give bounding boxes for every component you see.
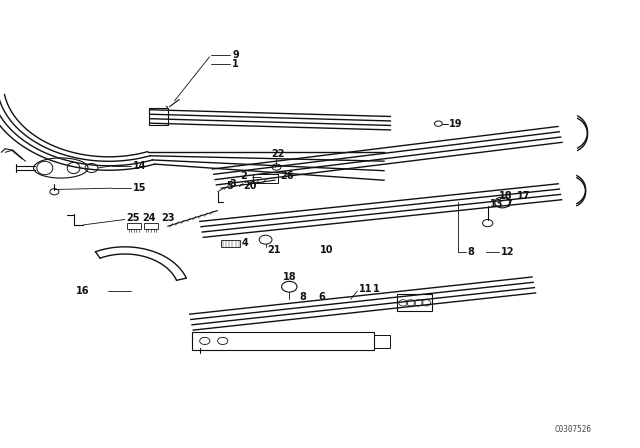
Text: 2: 2 bbox=[241, 171, 248, 181]
Text: 11: 11 bbox=[359, 284, 372, 294]
Text: 17: 17 bbox=[517, 191, 531, 201]
Text: 1: 1 bbox=[232, 59, 239, 69]
Text: 23: 23 bbox=[161, 213, 175, 223]
Text: 6: 6 bbox=[318, 292, 325, 302]
Text: 22: 22 bbox=[271, 149, 285, 159]
Text: 18: 18 bbox=[283, 272, 296, 282]
Text: 8: 8 bbox=[467, 247, 474, 257]
Text: 19: 19 bbox=[449, 119, 463, 129]
Text: 20: 20 bbox=[243, 181, 257, 191]
Text: 9: 9 bbox=[232, 50, 239, 60]
Text: 26: 26 bbox=[280, 171, 294, 181]
Text: 8: 8 bbox=[300, 292, 307, 302]
Text: 14: 14 bbox=[132, 161, 146, 171]
Text: 21: 21 bbox=[268, 245, 281, 254]
Text: 1: 1 bbox=[372, 284, 380, 294]
Text: 18: 18 bbox=[499, 191, 513, 201]
Text: 12: 12 bbox=[500, 247, 514, 257]
Text: 10: 10 bbox=[320, 245, 333, 254]
Text: 7: 7 bbox=[506, 199, 513, 209]
Text: 3: 3 bbox=[229, 179, 236, 189]
Text: 13: 13 bbox=[490, 199, 503, 209]
Text: 24: 24 bbox=[143, 213, 156, 223]
Text: 16: 16 bbox=[76, 286, 89, 296]
Text: 4: 4 bbox=[241, 238, 248, 248]
Text: 15: 15 bbox=[132, 183, 146, 193]
Text: 5: 5 bbox=[227, 181, 234, 191]
Text: 25: 25 bbox=[126, 213, 140, 223]
Text: C0307526: C0307526 bbox=[554, 425, 591, 434]
